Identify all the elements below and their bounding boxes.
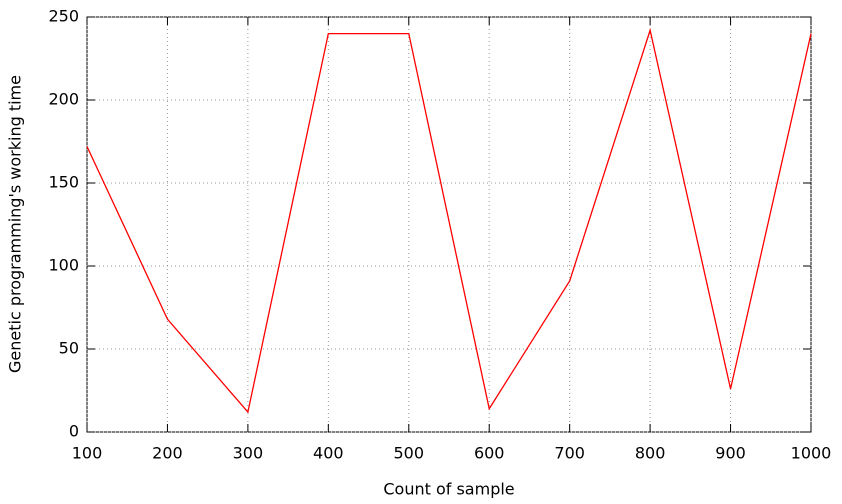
x-tick-label: 500	[394, 444, 425, 463]
y-tick-label: 150	[48, 173, 79, 192]
y-tick-label: 0	[69, 422, 79, 441]
y-tick-label: 100	[48, 256, 79, 275]
x-tick-label: 400	[313, 444, 344, 463]
x-tick-label: 200	[152, 444, 183, 463]
x-tick-label: 600	[474, 444, 505, 463]
data-line	[86, 27, 812, 414]
x-tick-label: 300	[233, 444, 264, 463]
y-axis-label: Genetic programming's working time	[6, 75, 25, 373]
x-axis-label: Count of sample	[383, 480, 514, 499]
x-tick-label: 800	[635, 444, 666, 463]
plot-frame	[86, 16, 812, 433]
x-tick-label: 1000	[791, 444, 832, 463]
x-tick-label: 900	[715, 444, 746, 463]
y-tick-label: 250	[48, 7, 79, 26]
x-tick-label: 700	[554, 444, 585, 463]
x-tick-label: 100	[72, 444, 103, 463]
y-tick-label: 200	[48, 90, 79, 109]
y-tick-label: 50	[59, 339, 79, 358]
